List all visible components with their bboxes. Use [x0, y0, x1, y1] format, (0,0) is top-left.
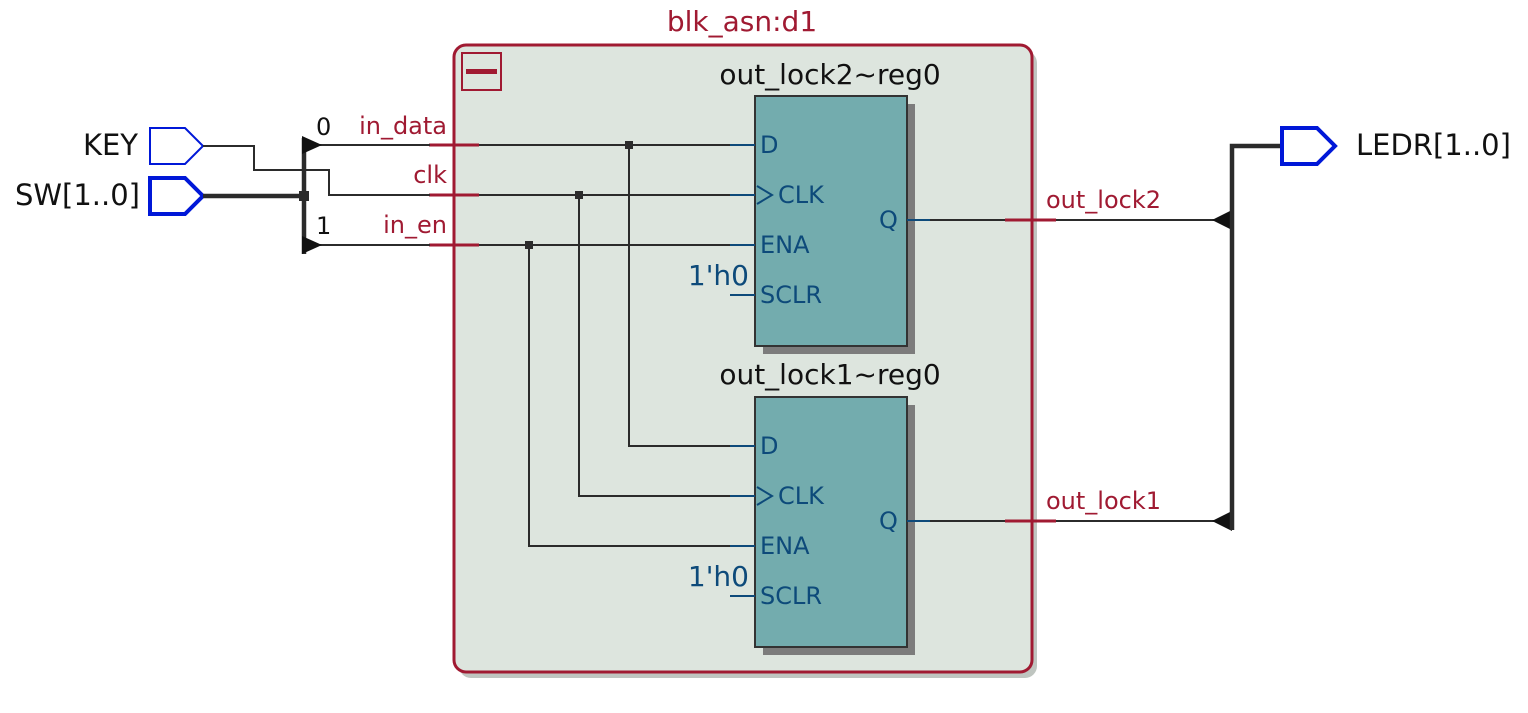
collapse-button[interactable] — [461, 52, 502, 91]
minus-icon — [466, 69, 497, 74]
block-title: blk_asn:d1 — [667, 5, 817, 38]
register-title: out_lock2~reg0 — [719, 58, 940, 91]
bus-ripper-icon — [302, 236, 322, 254]
input-wires — [203, 136, 430, 254]
pin-d: D — [760, 432, 778, 460]
register-title: out_lock1~reg0 — [719, 358, 940, 391]
pin-sclr: SCLR — [760, 582, 822, 610]
bus-ripper-icon — [302, 136, 322, 154]
port-in-en: in_en — [383, 211, 447, 239]
bus-merge-icon — [1212, 511, 1232, 531]
pin-clk: CLK — [778, 181, 825, 209]
pin-clk: CLK — [778, 482, 825, 510]
const-value: 1'h0 — [688, 560, 749, 593]
pin-q: Q — [879, 206, 898, 234]
pin-d: D — [760, 131, 778, 159]
output-label-ledr: LEDR[1..0] — [1356, 128, 1511, 162]
clock-triangle-icon — [756, 486, 774, 506]
bus-index: 1 — [316, 212, 331, 240]
output-port-ledr[interactable] — [1280, 126, 1338, 166]
input-label-sw: SW[1..0] — [15, 178, 140, 212]
input-port-sw[interactable] — [148, 176, 206, 216]
internal-wires — [478, 141, 1010, 547]
pin-ena: ENA — [760, 532, 810, 560]
pin-sclr: SCLR — [760, 281, 822, 309]
pin-q: Q — [879, 507, 898, 535]
clock-triangle-icon — [756, 185, 774, 205]
register-out-lock1[interactable] — [754, 396, 908, 648]
port-in-data: in_data — [359, 112, 447, 140]
port-out-lock2: out_lock2 — [1046, 186, 1161, 214]
port-clk: clk — [413, 161, 447, 189]
input-label-key: KEY — [83, 128, 138, 162]
input-port-key[interactable] — [149, 127, 205, 165]
bus-index: 0 — [316, 113, 331, 141]
register-out-lock2[interactable] — [754, 95, 908, 347]
output-wires — [1056, 143, 1282, 531]
port-out-lock1: out_lock1 — [1046, 487, 1161, 515]
const-value: 1'h0 — [688, 259, 749, 292]
bus-merge-icon — [1212, 210, 1232, 230]
pin-ena: ENA — [760, 231, 810, 259]
